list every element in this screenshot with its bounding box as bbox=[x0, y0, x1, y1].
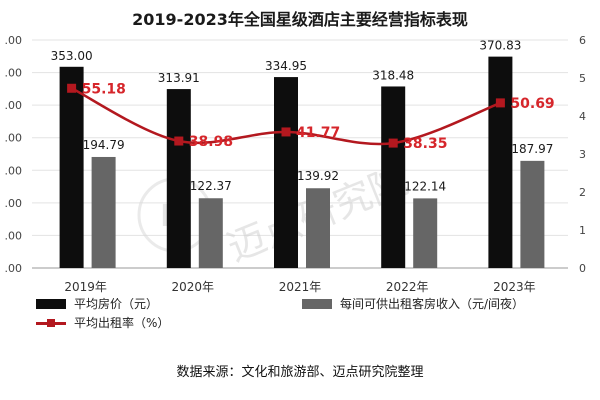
legend-item-revpar: 每间可供出租客房收入（元/间夜） bbox=[302, 296, 592, 312]
occupancy-marker bbox=[174, 136, 184, 146]
left-axis-tick-label: .00 bbox=[5, 132, 23, 145]
legend-swatch-price bbox=[36, 299, 66, 309]
revpar-data-label: 187.97 bbox=[511, 142, 553, 156]
revpar-bar bbox=[91, 156, 116, 268]
price-data-label: 318.48 bbox=[372, 68, 414, 82]
price-data-label: 334.95 bbox=[265, 59, 307, 73]
legend-label-price: 平均房价（元） bbox=[74, 297, 159, 311]
right-axis-tick-label: 3 bbox=[579, 148, 586, 161]
revpar-bar bbox=[413, 198, 438, 268]
right-axis-tick-label: 6 bbox=[579, 34, 586, 47]
occupancy-data-label: 38.35 bbox=[403, 136, 447, 152]
revpar-bar bbox=[198, 198, 223, 268]
revpar-data-label: 122.14 bbox=[404, 179, 446, 193]
legend-label-revpar: 每间可供出租客房收入（元/间夜） bbox=[340, 297, 525, 311]
price-bar bbox=[274, 77, 298, 269]
occupancy-data-label: 41.77 bbox=[296, 125, 340, 141]
left-axis-tick-label: .00 bbox=[5, 262, 23, 275]
revpar-data-label: 122.37 bbox=[190, 179, 232, 193]
data-labels: 353.00 194.79 313.91 122.37 334.95 139.92 318.… bbox=[51, 39, 555, 194]
price-bar bbox=[59, 66, 84, 268]
left-axis-tick-label: .00 bbox=[5, 164, 23, 177]
right-axis-tick-label: 1 bbox=[579, 224, 586, 237]
x-axis-tick-label: 2021年 bbox=[279, 280, 322, 294]
occupancy-marker bbox=[495, 98, 505, 108]
revpar-data-label: 139.92 bbox=[297, 169, 339, 183]
x-axis-tick-label: 2019年 bbox=[64, 280, 107, 294]
left-axis-tick-label: .00 bbox=[5, 34, 23, 47]
right-axis-tick-label: 0 bbox=[579, 262, 586, 275]
revpar-bar bbox=[306, 188, 330, 268]
left-axis-tick-label: .00 bbox=[5, 229, 23, 242]
price-data-label: 370.83 bbox=[479, 39, 521, 53]
x-axis-tick-label: 2023年 bbox=[493, 280, 536, 294]
price-data-label: 313.91 bbox=[158, 71, 200, 85]
x-axis-tick-label: 2022年 bbox=[386, 280, 429, 294]
x-axis-tick-label: 2020年 bbox=[172, 280, 215, 294]
occupancy-data-label: 55.18 bbox=[82, 81, 126, 97]
right-axis-tick-label: 4 bbox=[579, 110, 586, 123]
legend-marker-occupancy bbox=[47, 319, 55, 327]
bars bbox=[59, 56, 545, 269]
right-axis-tick-label: 2 bbox=[579, 186, 586, 199]
left-axis-tick-label: .00 bbox=[5, 99, 23, 112]
occupancy-marker bbox=[388, 138, 398, 148]
price-bar bbox=[381, 86, 406, 268]
left-axis-tick-label: .00 bbox=[5, 197, 23, 210]
price-bar bbox=[488, 56, 513, 269]
axes: .00 .00 .00 .00 .00 .00 .00 .00 0 1 2 3 4 5 6 2019年 2020… bbox=[5, 34, 587, 294]
legend-item-price: 平均房价（元） bbox=[36, 296, 256, 312]
legend-swatch-revpar bbox=[302, 299, 332, 309]
occupancy-data-label: 38.98 bbox=[189, 134, 233, 150]
occupancy-marker bbox=[281, 127, 291, 137]
legend-label-occupancy: 平均出租率（%） bbox=[74, 316, 170, 330]
right-axis-tick-label: 5 bbox=[579, 72, 586, 85]
legend-item-occupancy: 平均出租率（%） bbox=[36, 315, 256, 331]
occupancy-data-label: 50.69 bbox=[510, 96, 554, 112]
revpar-bar bbox=[520, 160, 545, 268]
occupancy-line-group bbox=[67, 83, 505, 148]
left-axis-tick-label: .00 bbox=[5, 67, 23, 80]
price-data-label: 353.00 bbox=[51, 49, 93, 63]
source-note: 数据来源：文化和旅游部、迈点研究院整理 bbox=[176, 365, 424, 380]
occupancy-marker bbox=[67, 83, 77, 93]
chart-title: 2019-2023年全国星级酒店主要经营指标表现 bbox=[132, 10, 468, 29]
price-bar bbox=[166, 89, 191, 269]
revpar-data-label: 194.79 bbox=[83, 138, 125, 152]
gridlines bbox=[32, 39, 568, 269]
